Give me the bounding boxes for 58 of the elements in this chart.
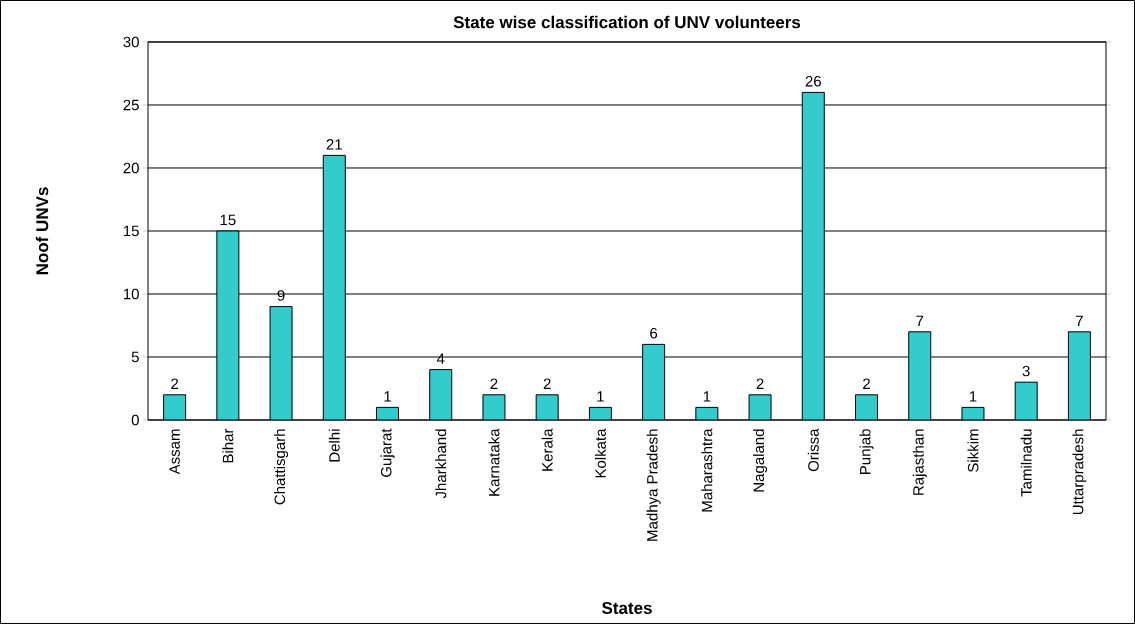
- data-label: 7: [916, 315, 924, 326]
- x-tick-label: Kerala: [541, 428, 553, 471]
- data-label: 1: [384, 391, 391, 402]
- y-tick-label: 30: [123, 36, 139, 48]
- y-tick-label: 5: [131, 351, 139, 363]
- bar: [801, 91, 825, 420]
- x-axis-title: States: [601, 601, 652, 615]
- x-tick-label: Orissa: [807, 428, 819, 472]
- x-tick-label: Kolkata: [594, 428, 606, 478]
- y-tick-label: 25: [123, 99, 139, 111]
- bar: [322, 154, 346, 420]
- bar: [163, 394, 187, 420]
- data-label: 1: [703, 391, 711, 402]
- data-label: 3: [1022, 365, 1030, 377]
- x-tick-label: Punjab: [859, 429, 874, 474]
- data-label: 2: [543, 378, 551, 389]
- x-tick-label: Nagaland: [753, 429, 768, 492]
- x-tick-label: Delhi: [328, 429, 340, 462]
- data-label: 2: [171, 378, 179, 389]
- x-tick-label: Karnataka: [488, 428, 500, 496]
- bar: [908, 331, 932, 420]
- data-label: 2: [863, 378, 870, 389]
- data-label: 1: [969, 391, 977, 402]
- x-tick-label: Sikkim: [967, 429, 979, 472]
- bar: [535, 394, 559, 420]
- data-label: 21: [326, 139, 342, 150]
- x-tick-label: Uttarpradesh: [1072, 429, 1087, 515]
- bar: [1014, 381, 1038, 420]
- x-tick-label: Assam: [169, 429, 180, 475]
- y-tick-label: 15: [123, 225, 139, 237]
- bar: [269, 306, 293, 420]
- bar: [216, 230, 240, 420]
- data-label: 26: [805, 75, 821, 87]
- y-tick-label: 0: [131, 414, 139, 426]
- data-label: 2: [756, 378, 764, 389]
- x-tick-label: Rajasthan: [912, 429, 927, 495]
- bar: [429, 369, 453, 420]
- data-label: 4: [436, 353, 445, 364]
- bar: [1067, 331, 1091, 420]
- x-tick-label: Tamilnadu: [1020, 429, 1032, 497]
- x-tick-label: Jharkhand: [435, 429, 447, 499]
- x-tick-label: Madhya Pradesh: [646, 429, 661, 541]
- data-label: 6: [650, 327, 658, 339]
- data-label: 2: [490, 378, 498, 389]
- x-tick-label: Gujarat: [380, 428, 395, 477]
- data-label: 7: [1076, 315, 1083, 326]
- chart-title: State wise classification of UNV volunteers: [453, 15, 801, 29]
- data-label: 1: [597, 391, 604, 402]
- bar: [642, 343, 666, 420]
- data-label: 9: [277, 290, 285, 301]
- x-tick-label: Bihar: [222, 428, 234, 463]
- bar: [855, 394, 879, 420]
- x-tick-label: Chattisgarh: [274, 429, 289, 505]
- x-tick-label: Maharashtra: [701, 428, 713, 512]
- y-axis-title: Noof UNVs: [35, 187, 49, 275]
- data-label: 15: [220, 214, 236, 226]
- y-tick-label: 20: [123, 162, 139, 174]
- y-tick-label: 10: [123, 288, 139, 300]
